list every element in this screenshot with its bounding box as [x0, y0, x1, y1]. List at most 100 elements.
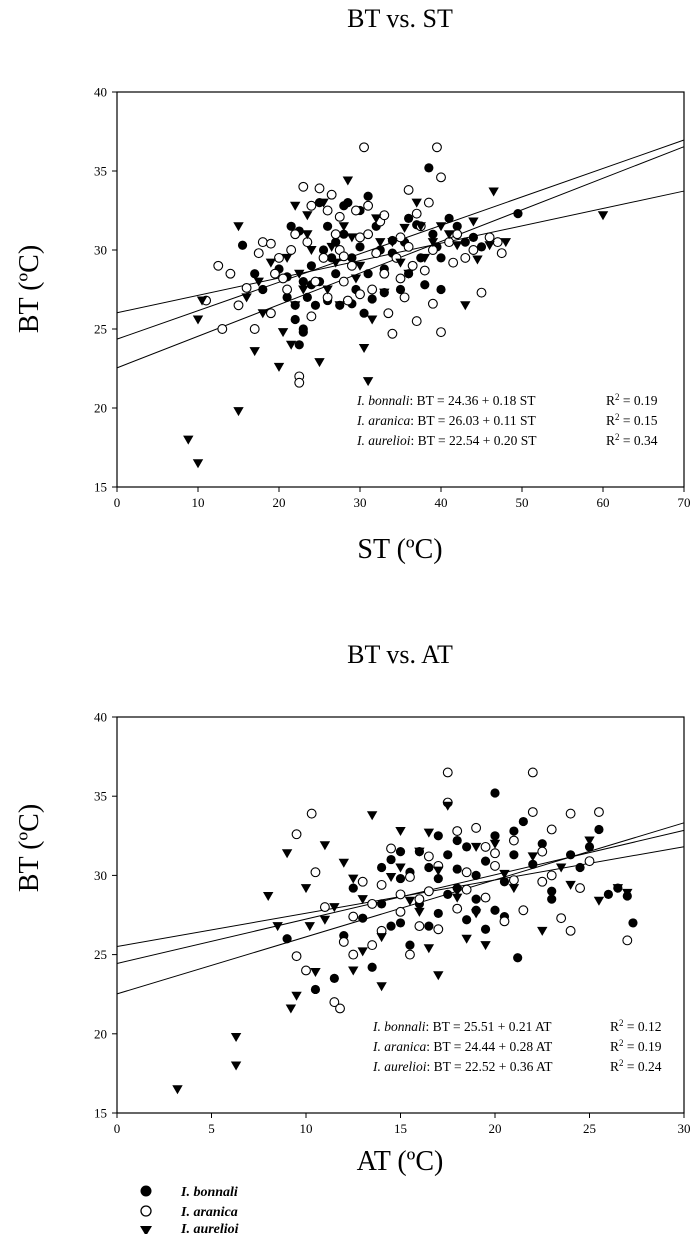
point-ibonnali	[358, 913, 368, 923]
point-iaranica	[399, 292, 410, 303]
r2-label: R	[610, 1039, 619, 1054]
r2-sup: 2	[619, 1058, 624, 1068]
point-iaranica	[306, 808, 317, 819]
point-iaurelioi	[411, 198, 422, 208]
point-iaurelioi	[300, 884, 312, 894]
y-tick-label: 40	[94, 85, 107, 100]
point-iaranica	[359, 142, 369, 153]
point-iaranica	[427, 298, 438, 309]
equation-aranica: I. aranica: BT = 24.44 + 0.28 AT	[372, 1039, 553, 1054]
legend: I. bonnali I. aranica I. aurelioi	[140, 1185, 239, 1234]
chart-bt-vs-at: BT vs. AT BT (ºC) AT (ºC) 0 5 10 15 20 25 30 1…	[14, 640, 691, 1177]
point-ibonnali	[433, 873, 443, 884]
point-ibonnali	[471, 870, 481, 881]
r2-aranica: R2 = 0.19	[610, 1038, 662, 1054]
point-iaranica	[291, 829, 302, 840]
point-ibonnali	[628, 918, 638, 928]
point-iaranica	[322, 205, 333, 216]
point-iaranica	[405, 949, 415, 960]
legend-label-bonnali: I. bonnali	[180, 1185, 238, 1200]
point-iaranica	[294, 377, 305, 388]
point-ibonnali	[363, 269, 373, 279]
point-iaurelioi	[403, 269, 414, 279]
x-tick-label: 20	[273, 495, 286, 510]
x-tick-label: 30	[678, 1121, 691, 1136]
r2-bonnali: R2 = 0.12	[610, 1018, 662, 1034]
x-tick-label: 15	[394, 1121, 407, 1136]
point-iaranica	[411, 316, 422, 327]
chart-bt-vs-st: BT vs. ST BT (ºC) ST (ºC) 0 10 20 30 40 50 60 7…	[14, 4, 691, 565]
point-iaranica	[351, 205, 361, 216]
point-iaranica	[490, 860, 500, 871]
y-tick-label: 25	[94, 947, 107, 962]
point-iaurelioi	[489, 839, 501, 849]
point-iaurelioi	[470, 842, 482, 852]
point-ibonnali	[509, 826, 519, 836]
point-ibonnali	[436, 284, 446, 295]
point-iaurelioi	[291, 991, 302, 1001]
r2-bonnali: R2 = 0.19	[606, 392, 658, 408]
point-ibonnali	[323, 221, 333, 231]
point-iaranica	[411, 208, 422, 219]
point-iaurelioi	[433, 866, 444, 876]
point-iaranica	[291, 951, 302, 962]
point-ibonnali	[395, 847, 406, 857]
point-iaurelioi	[442, 801, 453, 811]
x-tick-label: 60	[597, 495, 610, 510]
equation-species: I. bonnali	[356, 393, 410, 408]
point-ibonnali	[528, 859, 538, 869]
point-iaranica	[376, 879, 387, 890]
point-iaranica	[556, 913, 567, 924]
point-iaranica	[492, 237, 503, 248]
point-iaurelioi	[285, 1004, 297, 1014]
point-iaranica	[508, 835, 519, 846]
point-iaurelioi	[338, 858, 349, 868]
point-iaranica	[499, 916, 510, 927]
point-iaurelioi	[172, 1085, 183, 1095]
point-iaurelioi	[273, 362, 285, 372]
point-iaurelioi	[500, 238, 511, 248]
x-tick-label: 5	[208, 1121, 215, 1136]
chart-title: BT vs. AT	[347, 640, 453, 669]
point-iaurelioi	[192, 315, 204, 325]
point-iaranica	[326, 189, 337, 200]
point-ibonnali	[395, 918, 406, 928]
x-tick-label: 20	[489, 1121, 502, 1136]
point-ibonnali	[452, 221, 462, 231]
point-iaurelioi	[230, 1032, 242, 1042]
point-iaranica	[461, 884, 472, 895]
point-iaranica	[448, 257, 459, 268]
point-iaranica	[546, 870, 557, 881]
point-iaranica	[452, 826, 463, 836]
point-iaurelioi	[375, 238, 386, 248]
point-ibonnali	[298, 327, 308, 337]
y-tick-label: 30	[94, 243, 107, 258]
data-points	[183, 142, 609, 469]
x-tick-label: 10	[300, 1121, 313, 1136]
point-iaurelioi	[423, 828, 435, 838]
equation-aranica: I. aranica: BT = 26.03 + 0.11 ST	[356, 413, 536, 428]
point-iaranica	[496, 248, 507, 259]
y-axis-title: BT (ºC)	[14, 804, 45, 892]
equation-species: I. bonnali	[372, 1019, 426, 1034]
point-ibonnali	[424, 163, 434, 173]
point-ibonnali	[355, 242, 365, 252]
r2-label: R	[606, 393, 615, 408]
point-iaurelioi	[461, 934, 472, 944]
point-iaranica	[270, 268, 280, 279]
point-iaranica	[338, 251, 349, 262]
point-ibonnali	[509, 850, 519, 860]
point-ibonnali	[377, 899, 387, 909]
point-iaranica	[527, 767, 538, 778]
y-tick-label: 35	[94, 789, 107, 804]
point-iaranica	[537, 876, 548, 887]
point-iaranica	[348, 911, 359, 922]
point-ibonnali	[537, 839, 547, 849]
point-iaranica	[241, 282, 252, 293]
point-iaranica	[546, 824, 557, 835]
point-iaurelioi	[281, 849, 293, 859]
point-ibonnali	[471, 894, 481, 904]
point-iaranica	[622, 935, 633, 946]
point-iaranica	[342, 295, 353, 306]
y-tick-label: 20	[94, 1026, 107, 1041]
